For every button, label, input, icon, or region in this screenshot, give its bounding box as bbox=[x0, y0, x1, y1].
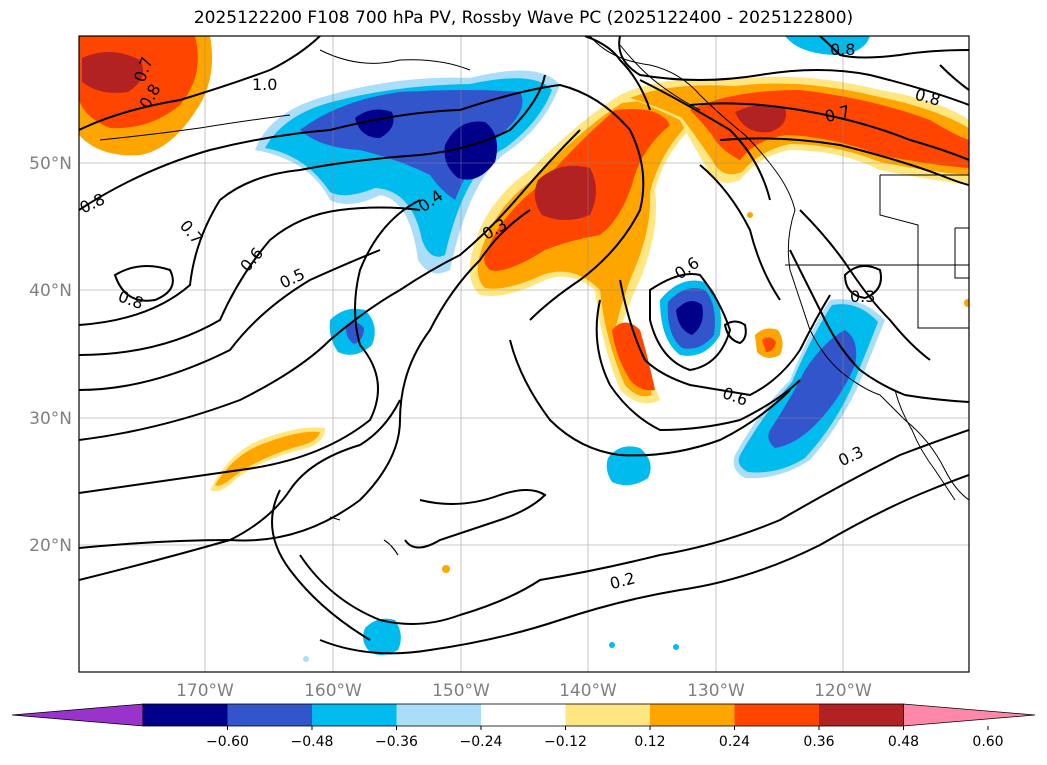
colorbar-segment bbox=[734, 704, 820, 726]
colorbar-segment bbox=[481, 704, 566, 726]
map-area: 1.0 0.8 0.7 0.8 0.8 0.7 0.6 0.5 0.4 0.3 … bbox=[79, 36, 969, 672]
colorbar-tick-label: −0.36 bbox=[375, 734, 418, 750]
colorbar-segment bbox=[565, 704, 651, 726]
lat-label: 50°N bbox=[29, 154, 72, 174]
lat-label: 30°N bbox=[29, 409, 72, 429]
colorbar-segment bbox=[650, 704, 735, 726]
lon-label: 140°W bbox=[559, 681, 617, 701]
lon-label: 160°W bbox=[304, 681, 362, 701]
contour-label: 0.8 bbox=[830, 40, 855, 59]
colorbar-tick-label: −0.48 bbox=[291, 734, 334, 750]
colorbar-tick-label: −0.24 bbox=[460, 734, 503, 750]
longitude-labels: 170°W 160°W 150°W 140°W 130°W 120°W bbox=[176, 681, 872, 701]
contour-label: 0.3 bbox=[850, 287, 875, 306]
map-frame bbox=[78, 35, 970, 673]
coastlines bbox=[99, 36, 969, 556]
contour-lines bbox=[79, 36, 969, 655]
colorbar-tick-label: 0.12 bbox=[634, 734, 665, 750]
colorbar-segment bbox=[227, 704, 313, 726]
lat-label: 40°N bbox=[29, 281, 72, 301]
colorbar-tick-label: 0.48 bbox=[888, 734, 919, 750]
colorbar-tick-label: −0.60 bbox=[206, 734, 249, 750]
latitude-labels: 50°N 40°N 30°N 20°N bbox=[29, 154, 72, 556]
lon-label: 120°W bbox=[814, 681, 872, 701]
colorbar-extend-max bbox=[903, 703, 1036, 727]
map-title: 2025122200 F108 700 hPa PV, Rossby Wave … bbox=[193, 8, 854, 28]
lat-label: 20°N bbox=[29, 536, 72, 556]
colorbar-outline bbox=[142, 703, 904, 727]
colorbar-segment bbox=[396, 704, 482, 726]
gridlines bbox=[79, 36, 969, 672]
colorbar-segment bbox=[312, 704, 397, 726]
lon-label: 170°W bbox=[176, 681, 234, 701]
colorbar-tick-label: −0.12 bbox=[544, 734, 587, 750]
contour-label: 1.0 bbox=[252, 75, 277, 94]
colorbar-segment bbox=[819, 704, 904, 726]
colorbar: −0.60 −0.48 −0.36 −0.24 −0.12 0.12 0.24 0.36 0.4… bbox=[11, 703, 1036, 750]
colorbar-segment bbox=[143, 704, 228, 726]
lon-label: 130°W bbox=[687, 681, 745, 701]
colorbar-tick-label: 0.36 bbox=[803, 734, 834, 750]
lon-label: 150°W bbox=[432, 681, 490, 701]
colorbar-extend-min bbox=[11, 703, 144, 727]
colorbar-tick-label: 0.60 bbox=[972, 734, 1003, 750]
colorbar-tick-label: 0.24 bbox=[719, 734, 750, 750]
